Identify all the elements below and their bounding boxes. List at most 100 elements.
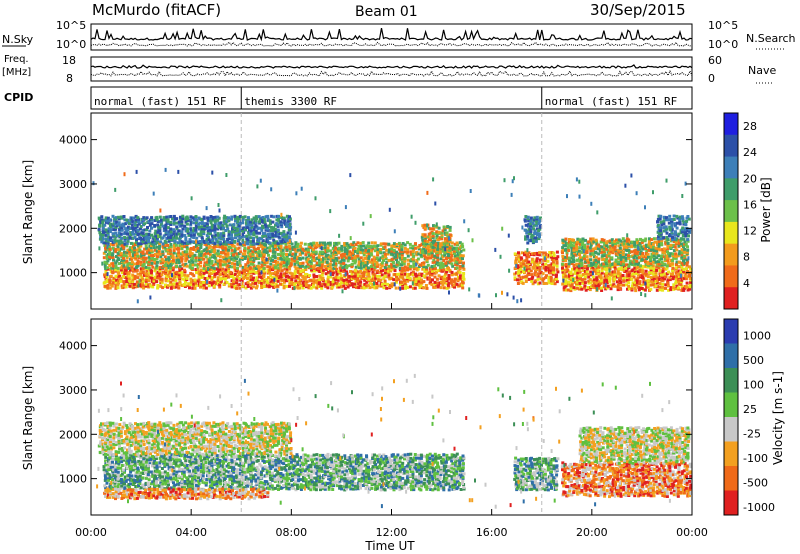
- data-cell: [238, 224, 242, 227]
- data-cell: [640, 245, 644, 249]
- data-cell: [162, 234, 166, 238]
- data-cell: [293, 286, 296, 291]
- data-cell: [604, 287, 608, 291]
- data-cell: [275, 240, 278, 244]
- data-cell: [108, 252, 112, 256]
- data-cell: [613, 267, 617, 271]
- data-cell: [400, 272, 404, 276]
- data-cell: [257, 261, 261, 265]
- data-cell: [143, 222, 147, 226]
- data-cell: [243, 246, 247, 250]
- data-cell: [450, 258, 454, 262]
- data-cell: [674, 287, 677, 290]
- data-cell: [276, 248, 280, 251]
- data-cell: [216, 259, 220, 263]
- data-cell: [376, 269, 380, 273]
- data-cell: [337, 246, 341, 250]
- data-cell: [619, 274, 623, 278]
- data-cell: [207, 238, 211, 242]
- data-cell: [357, 247, 360, 251]
- data-cell: [106, 243, 109, 248]
- data-cell: [446, 256, 450, 259]
- data-cell: [192, 227, 196, 230]
- data-cell: [193, 278, 197, 282]
- data-cell: [681, 226, 685, 230]
- data-cell: [420, 278, 423, 282]
- data-cell: [443, 231, 447, 235]
- data-cell: [294, 230, 297, 235]
- data-cell: [326, 248, 330, 252]
- data-cell: [387, 242, 391, 246]
- data-cell: [641, 254, 645, 258]
- data-cell: [658, 258, 662, 262]
- data-cell: [340, 247, 344, 251]
- data-cell: [120, 236, 124, 240]
- data-cell: [462, 248, 466, 252]
- data-cell: [438, 251, 442, 254]
- data-cell: [186, 227, 190, 231]
- data-cell: [647, 264, 651, 268]
- data-cell: [397, 247, 401, 251]
- data-cell: [449, 281, 453, 285]
- data-cell: [131, 280, 135, 284]
- data-cell: [234, 219, 237, 223]
- data-cell: [663, 272, 667, 276]
- data-cell: [404, 286, 407, 290]
- data-cell: [385, 267, 389, 271]
- data-cell: [183, 245, 187, 249]
- data-cell: [471, 238, 474, 243]
- data-cell: [164, 223, 168, 227]
- data-cell: [379, 242, 383, 246]
- data-cell: [440, 261, 444, 265]
- data-cell: [123, 276, 127, 279]
- data-cell: [423, 270, 427, 274]
- data-cell: [543, 256, 546, 261]
- data-cell: [627, 274, 631, 277]
- data-cell: [304, 281, 308, 285]
- data-cell: [662, 229, 666, 233]
- data-cell: [233, 240, 237, 243]
- data-cell: [684, 221, 688, 225]
- data-cell: [166, 252, 170, 256]
- data-cell: [160, 273, 164, 277]
- data-cell: [335, 267, 338, 271]
- data-cell: [526, 241, 530, 245]
- data-cell: [155, 280, 159, 284]
- data-cell: [550, 251, 554, 255]
- data-cell: [153, 241, 157, 245]
- data-cell: [447, 266, 450, 270]
- data-cell: [657, 244, 661, 248]
- data-cell: [286, 231, 290, 235]
- data-cell: [668, 254, 672, 258]
- data-cell: [109, 222, 112, 226]
- data-cell: [594, 255, 598, 259]
- data-cell: [656, 224, 660, 227]
- data-cell: [192, 236, 196, 240]
- data-cell: [678, 218, 682, 222]
- data-cell: [197, 243, 201, 247]
- data-cell: [585, 249, 589, 253]
- data-cell: [277, 266, 281, 270]
- data-cell: [211, 283, 214, 287]
- data-cell: [313, 246, 317, 250]
- data-cell: [573, 269, 577, 273]
- data-cell: [655, 265, 659, 269]
- data-cell: [123, 236, 127, 239]
- data-cell: [150, 222, 154, 226]
- data-cell: [636, 276, 640, 280]
- data-cell: [535, 217, 539, 221]
- data-cell: [619, 255, 623, 258]
- data-cell: [406, 254, 410, 258]
- data-cell: [346, 280, 350, 284]
- data-cell: [680, 284, 684, 288]
- data-cell: [657, 254, 661, 258]
- data-cell: [140, 254, 144, 258]
- data-cell: [444, 263, 448, 267]
- data-cell: [331, 246, 335, 250]
- data-cell: [430, 283, 434, 287]
- data-cell: [555, 273, 558, 277]
- data-cell: [329, 269, 333, 273]
- data-cell: [255, 235, 259, 239]
- data-cell: [318, 278, 322, 282]
- data-cell: [290, 277, 294, 281]
